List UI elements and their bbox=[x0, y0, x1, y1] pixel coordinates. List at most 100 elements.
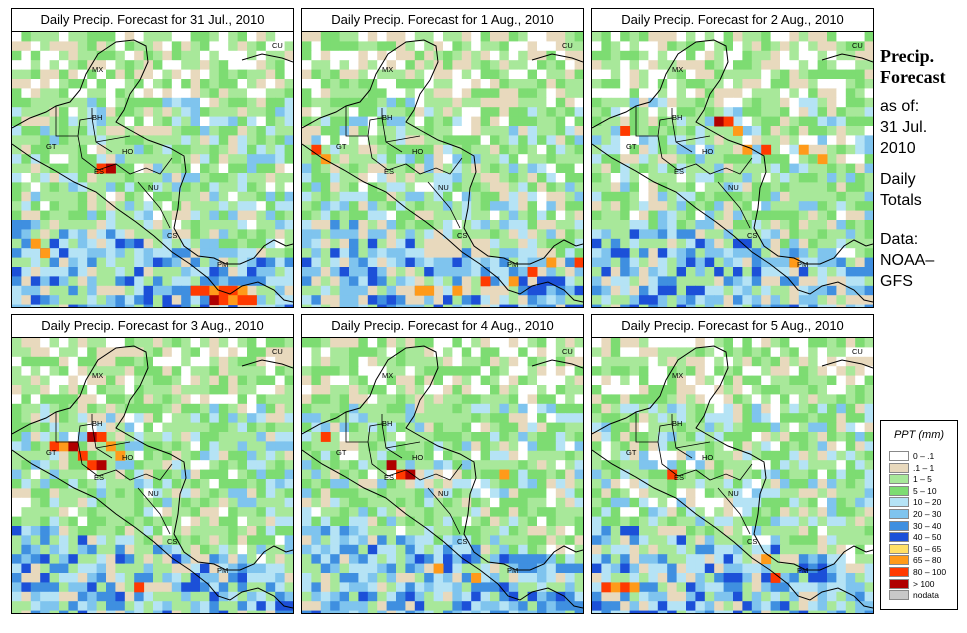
country-label-cu: CU bbox=[562, 347, 573, 356]
sidebar-title-line1: Precip. bbox=[880, 46, 935, 66]
sidebar-title: Precip. Forecast bbox=[880, 46, 946, 88]
legend-label: nodata bbox=[913, 590, 939, 601]
country-label-nu: NU bbox=[438, 183, 449, 192]
country-label-cu: CU bbox=[272, 41, 283, 50]
country-label-es: ES bbox=[94, 473, 104, 482]
legend-swatch bbox=[889, 590, 909, 601]
precip-map: MX BH GT HO ES NU CS PM CU bbox=[591, 31, 874, 308]
totals-line1: Daily bbox=[880, 171, 916, 188]
country-label-gt: GT bbox=[46, 448, 57, 457]
legend-swatch bbox=[889, 485, 909, 496]
country-label-gt: GT bbox=[336, 142, 347, 151]
country-label-gt: GT bbox=[46, 142, 57, 151]
legend-label: 10 – 20 bbox=[913, 497, 942, 508]
panel-title: Daily Precip. Forecast for 1 Aug., 2010 bbox=[301, 8, 584, 32]
country-label-cs: CS bbox=[167, 231, 177, 240]
legend-label: 65 – 80 bbox=[913, 555, 942, 566]
source-line2: NOAA– bbox=[880, 252, 935, 269]
country-label-cs: CS bbox=[747, 231, 757, 240]
country-label-pm: PM bbox=[507, 260, 518, 269]
forecast-panel-1: Daily Precip. Forecast for 31 Jul., 2010… bbox=[11, 8, 294, 308]
totals-line2: Totals bbox=[880, 192, 922, 209]
country-label-cu: CU bbox=[562, 41, 573, 50]
legend-row: nodata bbox=[889, 590, 955, 601]
legend-label: .1 – 1 bbox=[913, 462, 935, 473]
legend-row: 5 – 10 bbox=[889, 485, 955, 497]
precip-map: MX BH GT HO ES NU CS PM CU bbox=[591, 337, 874, 614]
country-label-mx: MX bbox=[672, 65, 683, 74]
legend-label: 30 – 40 bbox=[913, 520, 942, 531]
country-label-bh: BH bbox=[92, 419, 102, 428]
totals-block: Daily Totals bbox=[880, 169, 922, 211]
country-label-ho: HO bbox=[702, 453, 713, 462]
country-label-ho: HO bbox=[702, 147, 713, 156]
panel-title: Daily Precip. Forecast for 3 Aug., 2010 bbox=[11, 314, 294, 338]
legend-row: 0 – .1 bbox=[889, 451, 955, 462]
precip-map: MX BH GT HO ES NU CS PM CU bbox=[11, 31, 294, 308]
country-label-bh: BH bbox=[382, 419, 392, 428]
country-label-pm: PM bbox=[507, 566, 518, 575]
precip-raster: MX BH GT HO ES NU CS PM CU bbox=[592, 32, 873, 307]
asof-label: as of: bbox=[880, 98, 920, 115]
country-label-mx: MX bbox=[92, 65, 103, 74]
precip-map: MX BH GT HO ES NU CS PM CU bbox=[301, 337, 584, 614]
asof-block: as of: 31 Jul. 2010 bbox=[880, 96, 927, 159]
country-label-es: ES bbox=[384, 473, 394, 482]
country-label-gt: GT bbox=[626, 448, 637, 457]
country-label-cs: CS bbox=[747, 537, 757, 546]
country-label-cs: CS bbox=[167, 537, 177, 546]
country-label-ho: HO bbox=[412, 453, 423, 462]
legend-swatch bbox=[889, 474, 909, 485]
legend-row: 65 – 80 bbox=[889, 555, 955, 566]
precip-map: MX BH GT HO ES NU CS PM CU bbox=[11, 337, 294, 614]
precip-raster: MX BH GT HO ES NU CS PM CU bbox=[12, 32, 293, 307]
country-label-nu: NU bbox=[438, 489, 449, 498]
legend-label: 80 – 100 bbox=[913, 567, 947, 577]
asof-date-line1: 31 Jul. bbox=[880, 119, 928, 136]
country-label-nu: NU bbox=[728, 489, 739, 498]
legend-label: 0 – .1 bbox=[913, 451, 935, 461]
country-label-nu: NU bbox=[728, 183, 739, 192]
country-label-pm: PM bbox=[217, 566, 228, 575]
legend-swatch bbox=[889, 451, 909, 461]
legend-row: > 100 bbox=[889, 578, 955, 590]
legend-row: 80 – 100 bbox=[889, 567, 955, 578]
country-label-mx: MX bbox=[382, 65, 393, 74]
legend-label: 20 – 30 bbox=[913, 509, 942, 519]
legend-swatch bbox=[889, 567, 909, 577]
legend-swatch bbox=[889, 462, 909, 473]
country-label-ho: HO bbox=[122, 453, 133, 462]
country-label-bh: BH bbox=[92, 113, 102, 122]
legend-swatch bbox=[889, 509, 909, 519]
source-line3: GFS bbox=[880, 273, 913, 290]
precip-raster: MX BH GT HO ES NU CS PM CU bbox=[302, 338, 583, 613]
country-label-es: ES bbox=[674, 167, 684, 176]
legend-swatch bbox=[889, 520, 909, 531]
panel-title: Daily Precip. Forecast for 5 Aug., 2010 bbox=[591, 314, 874, 338]
legend-label: 5 – 10 bbox=[913, 485, 937, 496]
precip-raster: MX BH GT HO ES NU CS PM CU bbox=[592, 338, 873, 613]
legend-row: 1 – 5 bbox=[889, 474, 955, 485]
legend-swatch bbox=[889, 543, 909, 554]
legend-label: 40 – 50 bbox=[913, 532, 942, 543]
legend-row: .1 – 1 bbox=[889, 462, 955, 474]
country-label-pm: PM bbox=[217, 260, 228, 269]
forecast-panel-5: Daily Precip. Forecast for 4 Aug., 2010 … bbox=[301, 314, 584, 614]
country-label-cu: CU bbox=[272, 347, 283, 356]
panel-title: Daily Precip. Forecast for 2 Aug., 2010 bbox=[591, 8, 874, 32]
panel-title: Daily Precip. Forecast for 31 Jul., 2010 bbox=[11, 8, 294, 32]
legend-row: 30 – 40 bbox=[889, 520, 955, 532]
country-label-mx: MX bbox=[92, 371, 103, 380]
country-label-bh: BH bbox=[382, 113, 392, 122]
legend-row: 50 – 65 bbox=[889, 543, 955, 555]
country-label-mx: MX bbox=[382, 371, 393, 380]
precip-raster: MX BH GT HO ES NU CS PM CU bbox=[12, 338, 293, 613]
asof-date-line2: 2010 bbox=[880, 140, 916, 157]
country-label-nu: NU bbox=[148, 183, 159, 192]
precip-raster: MX BH GT HO ES NU CS PM CU bbox=[302, 32, 583, 307]
country-label-ho: HO bbox=[412, 147, 423, 156]
legend-row: 10 – 20 bbox=[889, 497, 955, 508]
country-label-es: ES bbox=[674, 473, 684, 482]
country-label-mx: MX bbox=[672, 371, 683, 380]
forecast-panel-2: Daily Precip. Forecast for 1 Aug., 2010 … bbox=[301, 8, 584, 308]
